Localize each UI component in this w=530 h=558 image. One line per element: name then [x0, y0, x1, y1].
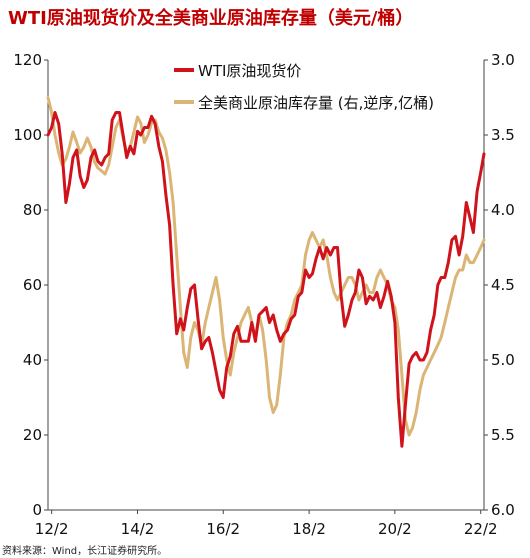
y-right-tick-label: 3.0: [491, 51, 515, 69]
x-tick-label: 16/2: [206, 520, 240, 538]
y-right-tick-label: 4.0: [491, 201, 515, 219]
y-left-tick-label: 20: [23, 426, 42, 444]
x-tick-label: 12/2: [35, 520, 69, 538]
axes-layer: 0 20 40 60 80 100 120 3.0 3.5 4.0 4.5 5.0 5.5 6.0 12/2…: [13, 51, 515, 538]
y-left-tick-label: 0: [32, 501, 42, 519]
y-left-tick-label: 120: [13, 51, 42, 69]
legend-label: 全美商业原油库存量 (右,逆序,亿桶): [198, 94, 434, 112]
y-right-tick-label: 5.0: [491, 351, 515, 369]
y-right-tick-label: 6.0: [491, 501, 515, 519]
wti-price-line: [46, 111, 486, 448]
crude-inventory-line: [46, 96, 486, 437]
y-right-tick-label: 4.5: [491, 276, 515, 294]
y-right-tick-label: 3.5: [491, 126, 515, 144]
series-layer: [46, 96, 486, 448]
x-tick-label: 22/2: [464, 520, 498, 538]
y-left-tick-label: 40: [23, 351, 42, 369]
x-tick-label: 20/2: [378, 520, 412, 538]
y-right-tick-label: 5.5: [491, 426, 515, 444]
chart-title: WTI原油现货价及全美商业原油库存量（美元/桶）: [8, 8, 414, 29]
source-note: 资料来源：Wind，长江证券研究所。: [2, 546, 168, 557]
x-tick-label: 18/2: [292, 520, 326, 538]
x-tick-label: 14/2: [121, 520, 155, 538]
y-left-tick-label: 100: [13, 126, 42, 144]
y-left-tick-label: 60: [23, 276, 42, 294]
legend-label: WTI原油现货价: [198, 62, 301, 80]
y-left-tick-label: 80: [23, 201, 42, 219]
